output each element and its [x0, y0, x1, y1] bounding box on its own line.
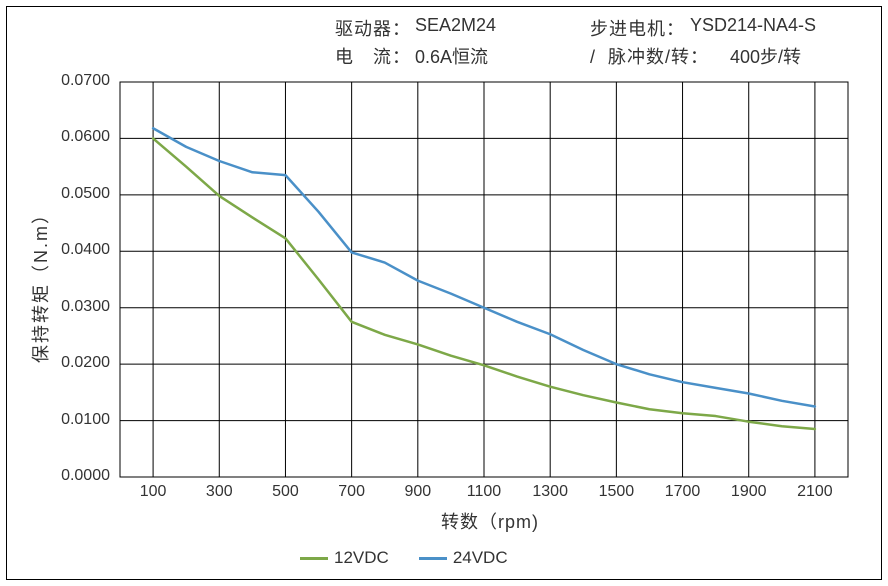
legend-item-24VDC: 24VDC — [419, 548, 508, 568]
y-tick-label: 0.0700 — [50, 72, 110, 90]
y-tick-label: 0.0200 — [50, 354, 110, 372]
x-tick-label: 1500 — [599, 483, 635, 501]
x-tick-label: 1100 — [467, 483, 501, 501]
y-tick-label: 0.0500 — [50, 185, 110, 203]
x-axis-title: 转数（rpm) — [390, 508, 590, 534]
x-tick-label: 2100 — [797, 483, 833, 501]
legend-label: 12VDC — [334, 548, 389, 568]
chart-legend: 12VDC 24VDC — [300, 548, 508, 568]
y-tick-label: 0.0600 — [50, 128, 110, 146]
y-tick-label: 0.0100 — [50, 411, 110, 429]
legend-item-12VDC: 12VDC — [300, 548, 389, 568]
y-tick-label: 0.0300 — [50, 298, 110, 316]
y-axis-title: 保持转矩（N.m） — [27, 203, 53, 363]
y-tick-label: 0.0400 — [50, 241, 110, 259]
x-tick-label: 500 — [272, 483, 299, 501]
x-tick-label: 1900 — [731, 483, 767, 501]
y-tick-label: 0.0000 — [50, 467, 110, 485]
x-tick-label: 900 — [404, 483, 431, 501]
x-tick-label: 300 — [206, 483, 233, 501]
legend-label: 24VDC — [453, 548, 508, 568]
legend-swatch — [419, 557, 447, 560]
x-tick-label: 100 — [140, 483, 167, 501]
legend-swatch — [300, 557, 328, 560]
x-tick-label: 1700 — [665, 483, 701, 501]
x-tick-label: 1300 — [532, 483, 568, 501]
x-tick-label: 700 — [338, 483, 365, 501]
